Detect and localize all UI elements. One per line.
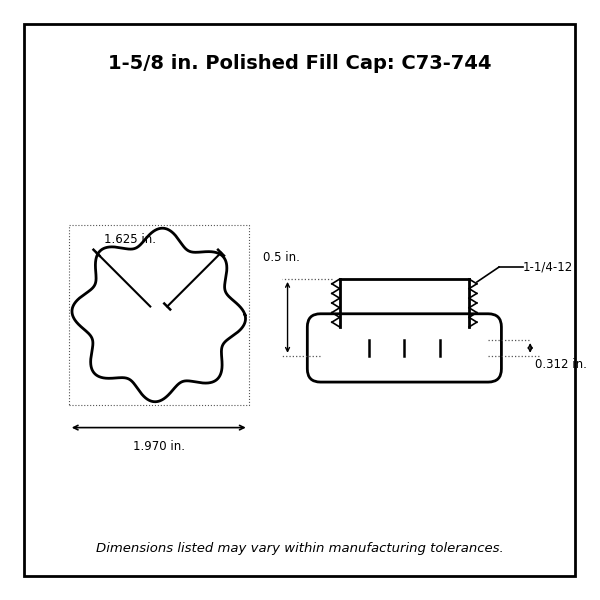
Text: 1.625 in.: 1.625 in. — [104, 233, 156, 246]
Text: Dimensions listed may vary within manufacturing tolerances.: Dimensions listed may vary within manufa… — [95, 542, 503, 555]
Text: 0.312 in.: 0.312 in. — [535, 358, 587, 371]
Text: 0.5 in.: 0.5 in. — [263, 251, 300, 264]
Text: 1-1/4-12: 1-1/4-12 — [523, 260, 573, 274]
Text: 1.970 in.: 1.970 in. — [133, 440, 185, 452]
FancyBboxPatch shape — [307, 314, 502, 382]
Text: 1-5/8 in. Polished Fill Cap: C73-744: 1-5/8 in. Polished Fill Cap: C73-744 — [108, 54, 491, 73]
